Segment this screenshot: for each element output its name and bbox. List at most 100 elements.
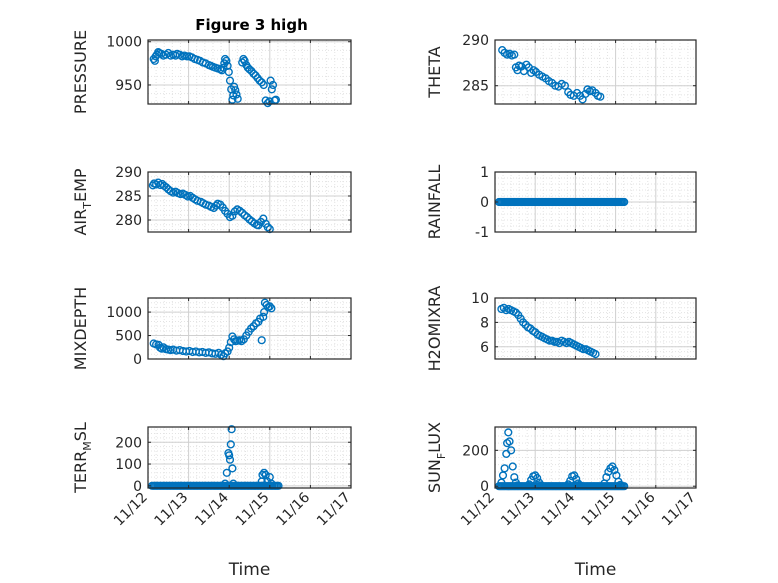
axes-box (494, 39, 697, 105)
data-point (154, 178, 163, 187)
x-tick-label: 11/14 (538, 489, 578, 529)
y-tick-label: 0 (133, 352, 142, 368)
data-point (576, 481, 585, 490)
x-tick-label: 11/14 (192, 489, 232, 529)
series-h2omixra (497, 303, 600, 359)
data-point (266, 76, 275, 85)
data-point (260, 308, 269, 317)
data-point (259, 312, 268, 321)
data-point (265, 302, 274, 311)
data-point (221, 479, 230, 488)
data-point (620, 482, 629, 491)
data-point (606, 464, 615, 473)
data-point (227, 425, 236, 434)
series-rainfall (494, 197, 629, 207)
data-point (518, 318, 528, 327)
y-tick-label: 1 (480, 165, 489, 181)
data-point (510, 473, 519, 482)
y-axis-label: H2OMIXRA (425, 286, 444, 372)
data-point (232, 90, 241, 99)
data-point (267, 479, 276, 488)
y-tick-label: 285 (115, 189, 142, 205)
data-point (240, 56, 249, 65)
series-terrmsl (148, 425, 283, 490)
data-point (224, 67, 233, 77)
y-tick-label: 950 (115, 78, 142, 94)
y-tick-label: 200 (462, 443, 489, 459)
x-tick-label: 11/17 (314, 490, 354, 530)
y-axis-label: PRESSURE (71, 30, 90, 114)
x-tick-label: 11/16 (273, 489, 313, 529)
y-tick-label: 1000 (106, 305, 142, 321)
data-point (500, 464, 509, 473)
axes-box (147, 426, 352, 489)
x-tick-label: 11/12 (111, 490, 151, 530)
data-point (245, 65, 254, 74)
data-point (243, 213, 252, 222)
data-point (263, 223, 272, 232)
y-tick-label: 100 (115, 457, 142, 473)
data-point (533, 474, 542, 483)
y-tick-label: 10 (471, 291, 489, 307)
data-point (620, 197, 629, 207)
y-tick-label: 285 (462, 79, 489, 95)
data-point (579, 345, 588, 354)
y-axis-label: THETA (425, 46, 444, 98)
data-point (222, 468, 231, 477)
axes-h2omixra: 6 8 10 H2OMIXRA (425, 286, 697, 372)
axes-box (494, 426, 697, 489)
data-point (263, 477, 272, 486)
data-point (225, 343, 234, 352)
data-point (267, 304, 276, 313)
y-axis-label: AIRTEMP (71, 168, 94, 235)
data-point (226, 440, 235, 449)
x-tick-label: 11/13 (152, 490, 192, 530)
axes-mixdepth: 0 500 1000 MIXDEPTH (71, 287, 352, 370)
data-point (223, 347, 232, 356)
x-axis-label: Time (574, 560, 617, 580)
data-point (263, 98, 272, 108)
y-tick-label: 0 (480, 479, 489, 495)
y-axis-label: TERRMSL (71, 422, 94, 494)
data-point (225, 451, 234, 460)
chart-title: Figure 3 high (195, 16, 308, 34)
data-point (260, 468, 269, 477)
x-tick-label: 11/15 (233, 490, 273, 530)
data-point (574, 479, 583, 488)
data-point (247, 324, 256, 333)
axes-box (147, 171, 352, 233)
series-airtemp (148, 178, 274, 234)
data-point (233, 94, 242, 103)
y-tick-label: 280 (115, 213, 142, 229)
data-point (219, 63, 228, 72)
series-theta (498, 45, 605, 104)
x-tick-label: 11/15 (579, 490, 619, 530)
data-point (259, 80, 268, 90)
y-tick-label: 0 (480, 195, 489, 211)
data-point (222, 56, 231, 65)
data-point (507, 446, 516, 455)
data-point (510, 50, 519, 59)
data-point (513, 481, 522, 490)
data-point (221, 54, 230, 64)
y-tick-label: 1000 (106, 35, 142, 51)
y-axis-label: MIXDEPTH (71, 287, 90, 370)
axes-box (147, 297, 352, 360)
data-point (230, 207, 240, 216)
data-point (257, 336, 266, 345)
data-point (228, 211, 237, 220)
y-axis-label: RAINFALL (425, 165, 444, 240)
data-point (511, 308, 521, 317)
series-mixdepth (149, 298, 276, 361)
data-point (497, 478, 506, 487)
data-point (238, 208, 247, 217)
data-point (602, 473, 611, 482)
axes-rainfall: -1 0 1 RAINFALL (425, 165, 697, 241)
axes-airtemp: 280 285 290 AIRTEMP (71, 165, 352, 236)
data-point (231, 86, 240, 95)
y-tick-label: 500 (115, 329, 142, 345)
x-tick-label: 11/16 (619, 489, 659, 529)
y-tick-label: 200 (115, 435, 142, 451)
y-tick-label: -1 (475, 225, 489, 241)
